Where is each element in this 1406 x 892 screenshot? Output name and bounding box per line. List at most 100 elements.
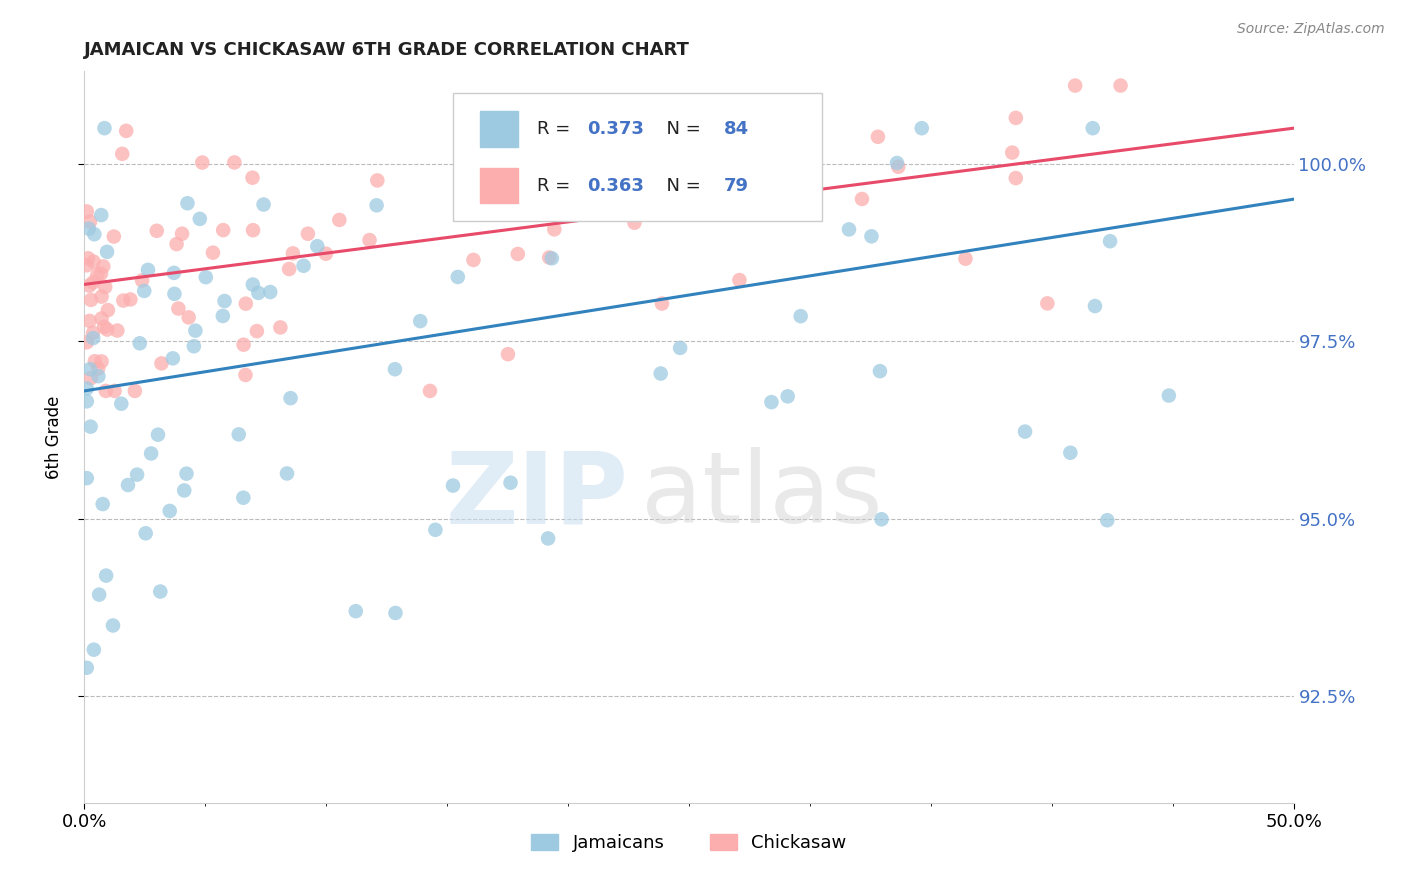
Point: [860, 229, 883, 244]
Point: [184, 324, 207, 338]
Point: [163, 286, 186, 301]
Point: [83, 354, 105, 368]
Text: Source: ZipAtlas.com: Source: ZipAtlas.com: [1237, 22, 1385, 37]
Point: [463, 252, 485, 267]
Point: [541, 252, 564, 266]
Text: atlas: atlas: [641, 447, 882, 544]
Point: [77, 221, 100, 235]
Point: [76, 661, 98, 675]
Point: [170, 227, 193, 241]
Point: [506, 247, 529, 261]
Point: [135, 526, 157, 541]
Point: [366, 173, 388, 187]
Point: [344, 604, 367, 618]
Point: [866, 129, 889, 144]
Point: [76, 335, 98, 350]
Point: [543, 222, 565, 236]
Point: [574, 145, 596, 159]
Point: [502, 121, 524, 136]
Point: [120, 293, 142, 307]
Point: [87, 361, 110, 376]
Point: [242, 170, 264, 185]
Point: [1109, 78, 1132, 93]
Point: [83, 642, 105, 657]
Point: [280, 391, 302, 405]
Point: [79, 419, 101, 434]
Point: [292, 259, 315, 273]
Point: [1014, 425, 1036, 439]
Point: [94, 280, 117, 294]
Point: [183, 339, 205, 353]
Point: [176, 467, 198, 481]
Point: [124, 384, 146, 398]
Point: [111, 146, 134, 161]
Point: [328, 213, 350, 227]
Point: [537, 532, 560, 546]
Point: [384, 362, 406, 376]
Text: 0.363: 0.363: [588, 177, 644, 194]
Point: [76, 382, 98, 396]
Point: [278, 262, 301, 277]
Point: [145, 224, 167, 238]
Point: [101, 618, 124, 632]
Point: [269, 320, 291, 334]
Point: [761, 395, 783, 409]
Text: 0.373: 0.373: [588, 120, 644, 138]
Point: [76, 258, 98, 272]
Point: [409, 314, 432, 328]
Point: [623, 216, 645, 230]
Point: [134, 284, 156, 298]
Point: [887, 160, 910, 174]
Point: [447, 270, 470, 285]
Text: N =: N =: [655, 120, 707, 138]
Point: [76, 394, 98, 409]
Point: [538, 251, 561, 265]
Point: [79, 314, 101, 328]
Text: R =: R =: [537, 177, 575, 194]
Text: ZIP: ZIP: [446, 447, 628, 544]
Point: [366, 198, 388, 212]
Point: [776, 389, 799, 403]
Point: [315, 246, 337, 260]
Y-axis label: 6th Grade: 6th Grade: [45, 395, 63, 479]
Point: [281, 246, 304, 260]
Point: [1099, 234, 1122, 248]
Text: 84: 84: [724, 120, 749, 138]
Point: [103, 384, 125, 398]
Point: [90, 208, 112, 222]
Point: [90, 311, 112, 326]
Point: [94, 384, 117, 398]
Point: [82, 326, 104, 340]
Point: [441, 478, 464, 492]
Point: [139, 446, 162, 460]
Point: [650, 367, 672, 381]
Point: [851, 192, 873, 206]
Point: [90, 354, 112, 368]
Point: [94, 568, 117, 582]
Point: [191, 155, 214, 169]
Point: [869, 364, 891, 378]
Point: [79, 214, 101, 228]
Point: [103, 229, 125, 244]
Point: [136, 263, 159, 277]
Point: [93, 319, 115, 334]
Point: [247, 285, 270, 300]
Point: [228, 427, 250, 442]
Point: [110, 397, 132, 411]
Point: [259, 285, 281, 299]
Point: [194, 270, 217, 285]
Point: [93, 121, 115, 136]
Point: [1064, 78, 1087, 93]
Point: [307, 239, 329, 253]
Point: [214, 293, 236, 308]
Point: [149, 584, 172, 599]
Point: [90, 267, 112, 281]
Point: [173, 483, 195, 498]
Text: N =: N =: [655, 177, 707, 194]
Point: [419, 384, 441, 398]
Point: [79, 278, 101, 293]
Point: [252, 197, 274, 211]
Point: [188, 211, 211, 226]
Point: [91, 497, 114, 511]
Text: JAMAICAN VS CHICKASAW 6TH GRADE CORRELATION CHART: JAMAICAN VS CHICKASAW 6TH GRADE CORRELAT…: [84, 41, 690, 59]
